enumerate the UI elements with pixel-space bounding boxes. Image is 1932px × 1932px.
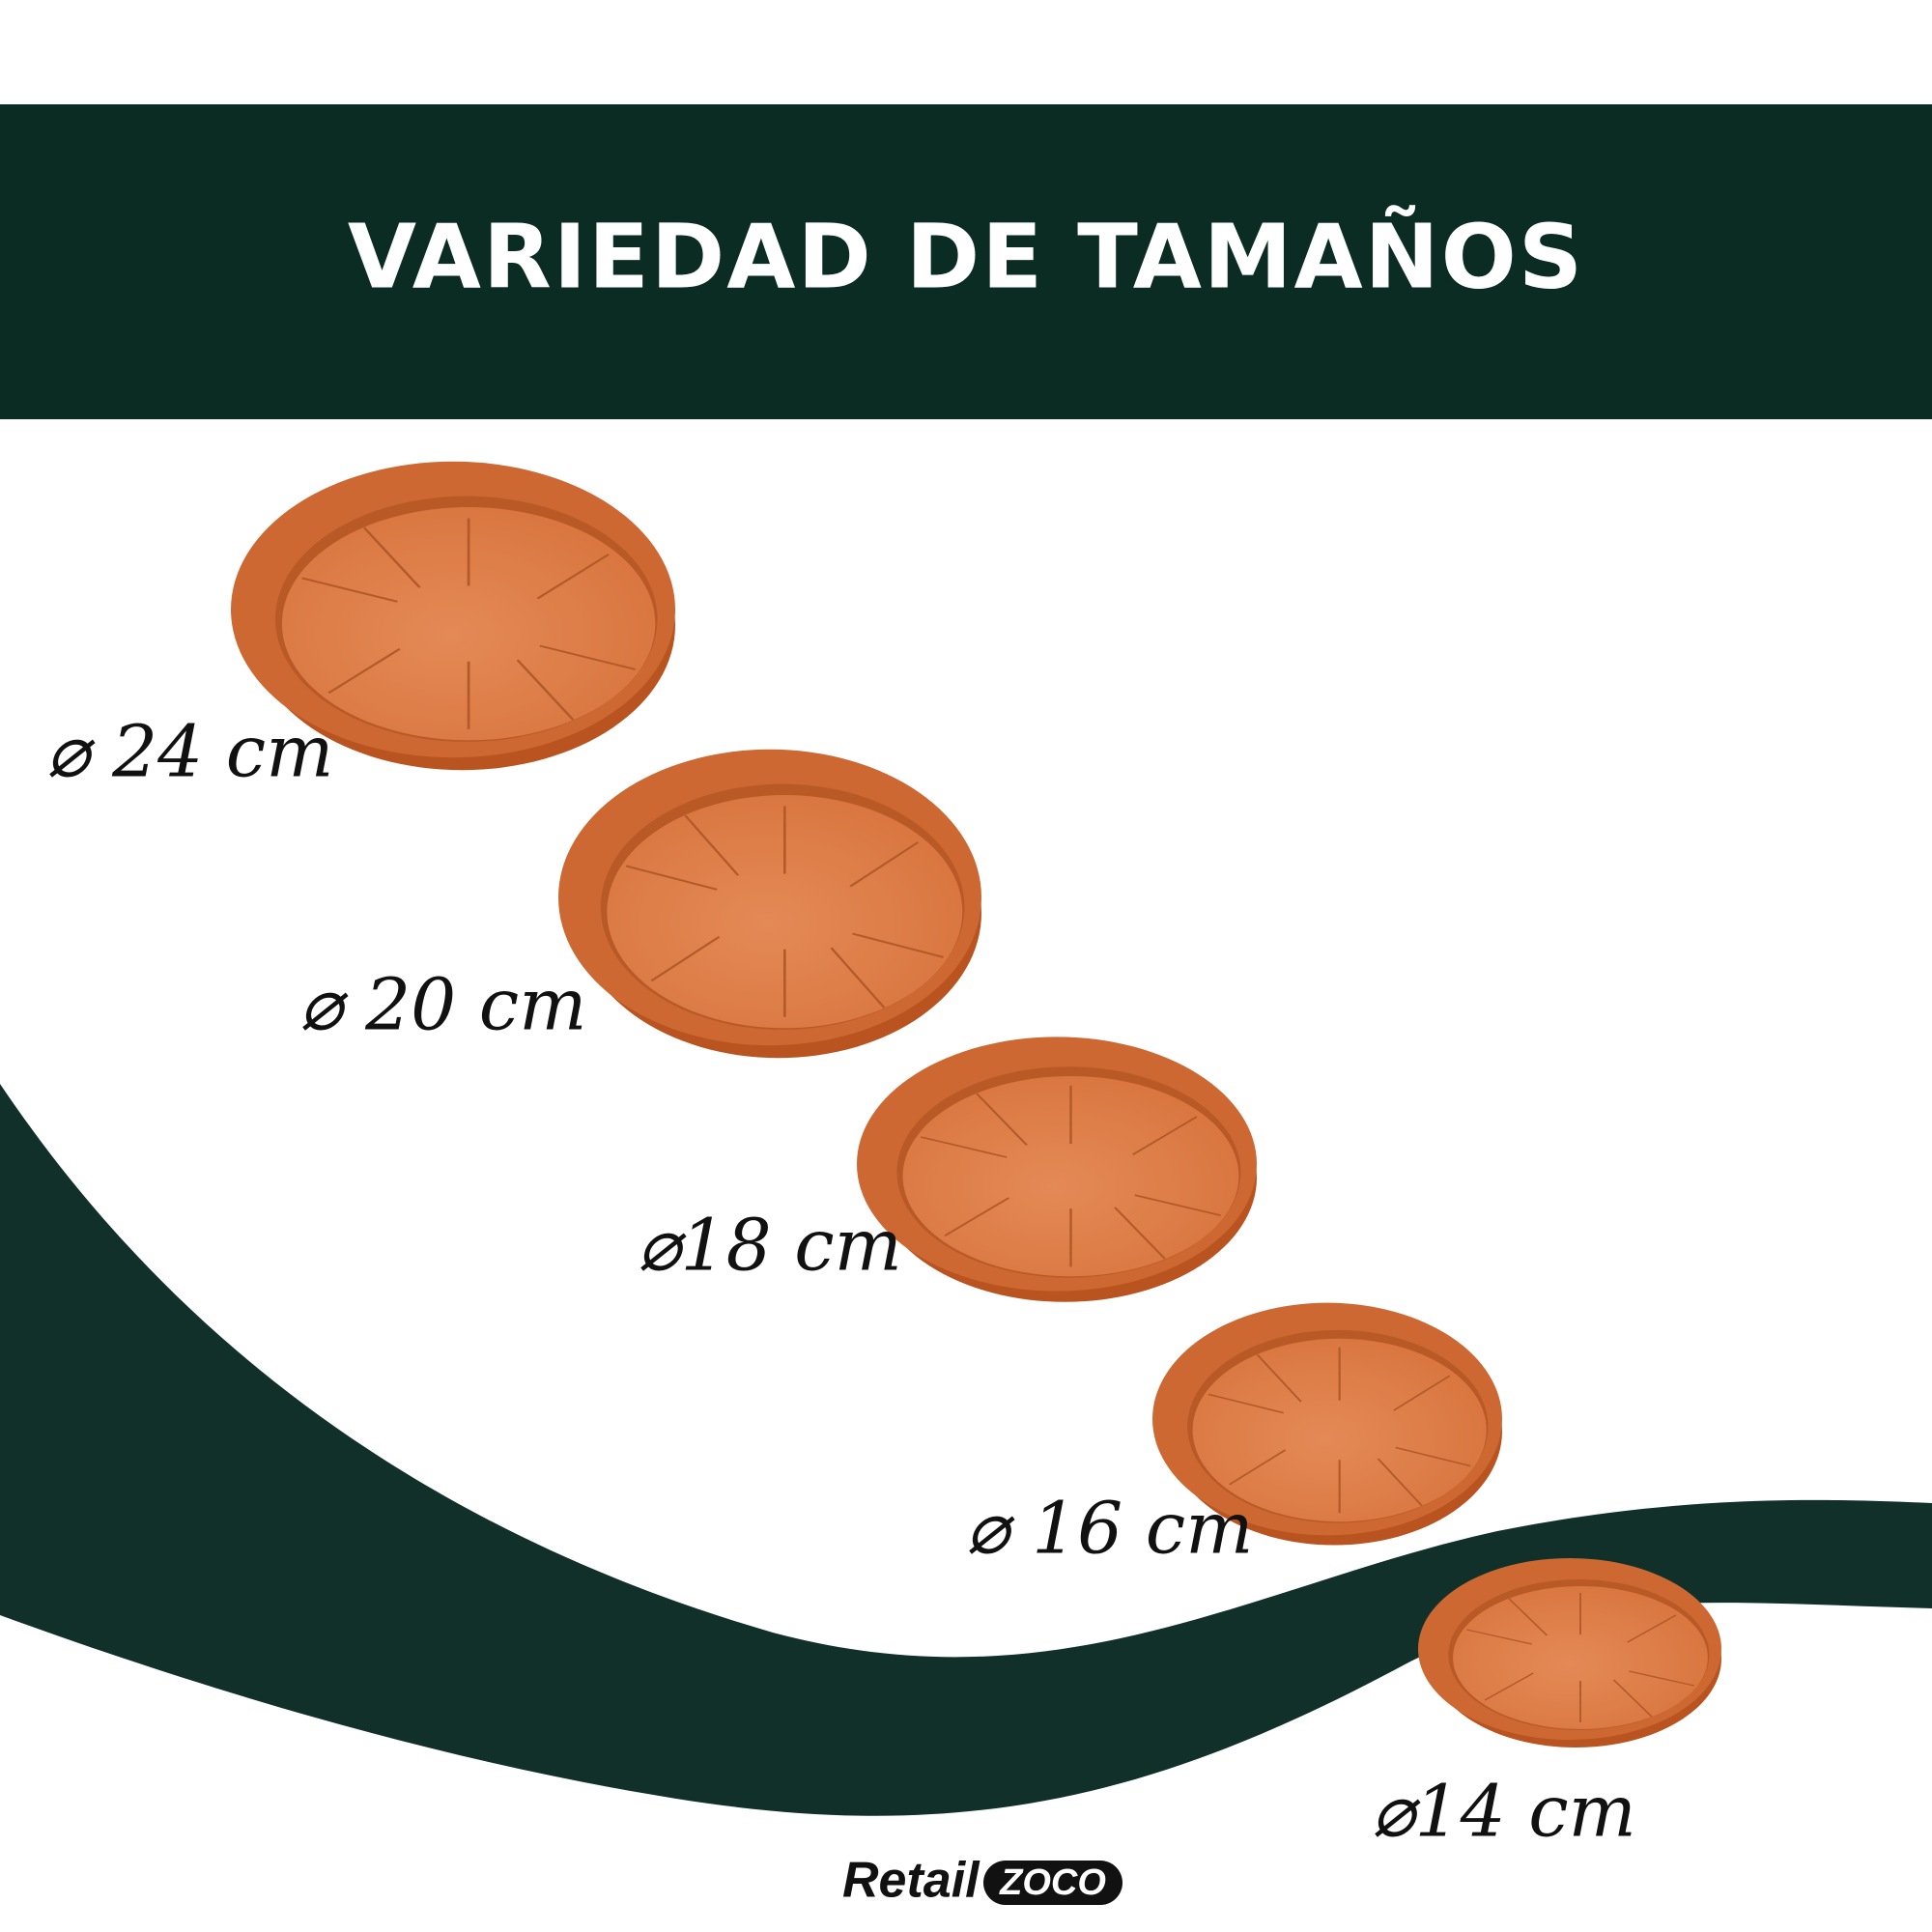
logo-badge-bg [983, 1861, 1122, 1905]
size-label: ⌀ 16 cm [966, 1487, 1253, 1570]
size-label: ⌀ 20 cm [299, 963, 586, 1046]
size-label: ⌀18 cm [638, 1204, 902, 1287]
logo: Retail ZOCO [842, 1853, 1122, 1909]
logo-badge: ZOCO [999, 1862, 1106, 1903]
saucer [556, 748, 983, 1060]
logo-brand: Retail [842, 1853, 980, 1909]
header-band [0, 104, 1932, 419]
size-label: ⌀14 cm [1372, 1770, 1636, 1853]
saucer [1417, 1557, 1722, 1748]
size-label: ⌀ 24 cm [46, 710, 333, 793]
title: VARIEDAD DE TAMAÑOS [348, 204, 1584, 308]
saucer [855, 1036, 1259, 1304]
